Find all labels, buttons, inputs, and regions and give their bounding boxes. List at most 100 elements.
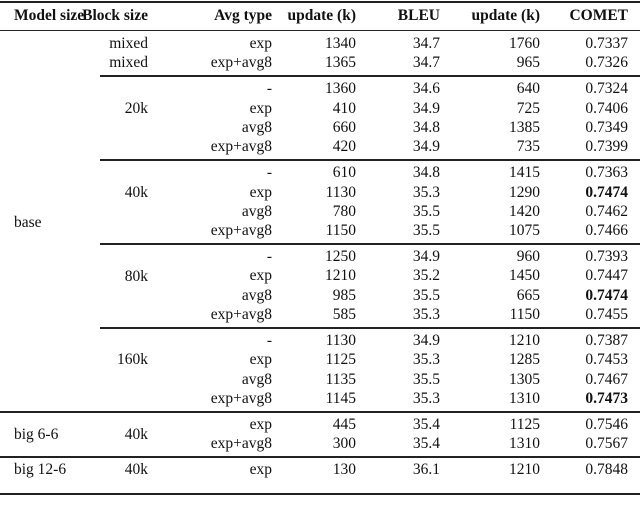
avg-cell: -: [266, 248, 272, 266]
bleu-cell: 34.6: [412, 80, 440, 98]
upd2-cell: 1450: [509, 267, 540, 285]
avg-cell: exp+avg8: [210, 138, 272, 156]
group-rule: [100, 75, 640, 78]
avg-cell: avg8: [241, 118, 272, 136]
avg-cell: avg8: [241, 286, 272, 304]
comet-cell: 0.7453: [585, 351, 628, 369]
upd2-cell: 1310: [509, 435, 540, 453]
comet-cell: 0.7546: [585, 415, 628, 433]
comet-cell: 0.7447: [585, 267, 628, 285]
upd2-cell: 1210: [509, 332, 540, 349]
bleu-cell: 36.1: [412, 461, 440, 479]
group-rule: [0, 410, 640, 413]
upd2-cell: 1420: [509, 202, 540, 220]
upd1-cell: 1125: [325, 351, 356, 369]
group-rule: [0, 456, 640, 459]
bleu-cell: 35.2: [412, 267, 440, 285]
upd1-cell: 610: [332, 164, 356, 182]
upd1-cell: 1150: [325, 222, 356, 240]
upd1-cell: 585: [332, 306, 356, 323]
upd2-cell: 1150: [509, 306, 540, 323]
comet-cell: 0.7349: [585, 118, 628, 136]
bleu-cell: 34.8: [412, 164, 440, 182]
upd1-cell: 985: [332, 286, 356, 304]
upd2-cell: 965: [516, 54, 540, 72]
comet-cell: 0.7848: [585, 461, 628, 479]
bleu-cell: 35.5: [412, 370, 440, 388]
avg-cell: exp: [249, 35, 272, 52]
column-header: Model size: [14, 7, 85, 24]
upd2-cell: 960: [516, 248, 540, 266]
bleu-cell: 35.3: [412, 351, 440, 369]
comet-cell: 0.7455: [585, 306, 628, 323]
upd2-cell: 640: [516, 80, 540, 98]
model-size-cell: big 12-6: [14, 461, 67, 479]
avg-cell: exp+avg8: [210, 435, 272, 453]
upd2-cell: 665: [516, 286, 540, 304]
group-rule: [100, 243, 640, 246]
top-rule: [0, 1, 640, 3]
column-header: COMET: [569, 7, 628, 24]
avg-cell: exp: [249, 99, 272, 117]
comet-cell: 0.7466: [585, 222, 628, 240]
bleu-cell: 35.5: [412, 222, 440, 240]
bleu-cell: 35.4: [412, 435, 440, 453]
bleu-cell: 35.3: [412, 183, 440, 201]
bleu-cell: 34.9: [412, 332, 440, 349]
column-header: update (k): [287, 7, 356, 24]
block-size-cell: mixed: [109, 35, 148, 52]
avg-cell: exp+avg8: [210, 54, 272, 72]
avg-cell: -: [266, 80, 272, 98]
upd1-cell: 130: [332, 461, 356, 479]
upd2-cell: 1125: [509, 415, 540, 433]
upd1-cell: 420: [332, 138, 356, 156]
avg-cell: avg8: [241, 370, 272, 388]
column-header: Avg type: [214, 7, 272, 24]
bleu-cell: 35.4: [412, 415, 440, 433]
column-header: update (k): [471, 7, 540, 24]
bleu-cell: 35.5: [412, 286, 440, 304]
comet-cell: 0.7474: [585, 183, 628, 201]
comet-cell: 0.7337: [585, 35, 628, 52]
upd2-cell: 725: [516, 99, 540, 117]
upd1-cell: 1145: [325, 389, 356, 407]
upd1-cell: 1210: [325, 267, 356, 285]
avg-cell: exp: [249, 461, 272, 479]
upd1-cell: 1130: [325, 332, 356, 349]
upd2-cell: 1310: [509, 389, 540, 407]
comet-cell: 0.7363: [585, 164, 628, 182]
block-size-cell: 160k: [117, 351, 148, 369]
column-header: Block size: [82, 7, 148, 24]
column-header: BLEU: [397, 7, 440, 24]
upd1-cell: 445: [332, 415, 356, 433]
avg-cell: exp+avg8: [210, 389, 272, 407]
comet-cell: 0.7326: [585, 54, 628, 72]
avg-cell: -: [266, 332, 272, 349]
upd1-cell: 1365: [325, 54, 356, 72]
comet-cell: 0.7406: [585, 99, 628, 117]
upd1-cell: 1135: [325, 370, 356, 388]
bleu-cell: 34.7: [412, 35, 440, 52]
avg-cell: exp: [249, 267, 272, 285]
bleu-cell: 34.9: [412, 138, 440, 156]
upd1-cell: 300: [332, 435, 356, 453]
comet-cell: 0.7467: [585, 370, 628, 388]
group-rule: [100, 327, 640, 329]
upd1-cell: 1250: [325, 248, 356, 266]
bleu-cell: 35.3: [412, 306, 440, 323]
comet-cell: 0.7399: [585, 138, 628, 156]
block-size-cell: 40k: [124, 461, 148, 479]
avg-cell: -: [266, 164, 272, 182]
comet-cell: 0.7393: [585, 248, 628, 266]
comet-cell: 0.7324: [585, 80, 628, 98]
upd2-cell: 1760: [509, 35, 540, 52]
group-rule: [100, 159, 640, 162]
bleu-cell: 35.3: [412, 389, 440, 407]
upd1-cell: 410: [332, 99, 356, 117]
bleu-cell: 34.8: [412, 118, 440, 136]
avg-cell: exp: [249, 183, 272, 201]
upd2-cell: 1210: [509, 461, 540, 479]
comet-cell: 0.7387: [585, 332, 628, 349]
comet-cell: 0.7567: [585, 435, 628, 453]
bleu-cell: 34.7: [412, 54, 440, 72]
